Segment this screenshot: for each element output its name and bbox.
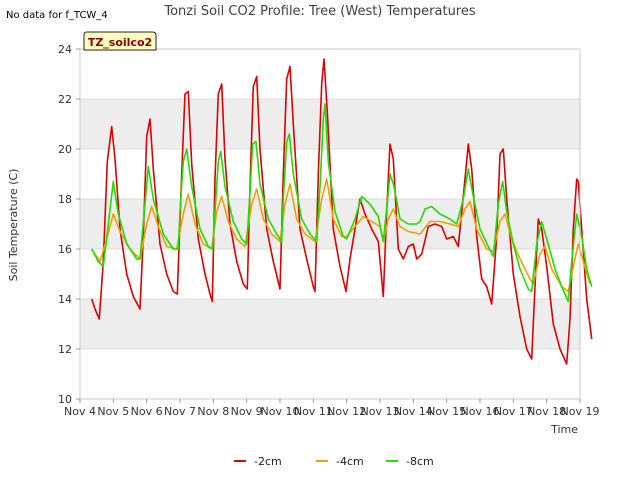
y-tick-label: 22 — [58, 93, 72, 106]
x-tick-label: Nov 13 — [361, 405, 400, 418]
y-axis-label: Soil Temperature (C) — [7, 169, 20, 282]
x-tick-label: Nov 12 — [327, 405, 366, 418]
series-line-8cmcm — [90, 103, 593, 303]
legend-label: -4cm — [336, 455, 364, 468]
plot-band — [80, 99, 580, 149]
y-tick-label: 20 — [58, 143, 72, 156]
source-badge: TZ_soilco2 — [83, 31, 157, 51]
x-tick-label: Nov 7 — [164, 405, 196, 418]
no-data-message: No data for f_TCW_4 — [6, 10, 108, 21]
x-tick-label: Nov 4 — [64, 405, 96, 418]
plot-band — [80, 299, 580, 349]
x-tick-label: Nov 18 — [527, 405, 566, 418]
x-tick-label: Nov 6 — [131, 405, 163, 418]
plot-frame — [79, 48, 581, 400]
y-tick-label: 18 — [58, 193, 72, 206]
badge-label: TZ_soilco2 — [88, 36, 152, 49]
y-tick-label: 14 — [58, 293, 72, 306]
y-tick-label: 12 — [58, 343, 72, 356]
x-tick-label: Nov 10 — [261, 405, 300, 418]
series-layer — [90, 58, 593, 365]
x-tick-label: Nov 11 — [294, 405, 333, 418]
y-tick-label: 10 — [58, 393, 72, 406]
y-axis-ticks: 10 12 14 16 18 20 22 24 — [58, 43, 80, 406]
x-tick-label: Nov 9 — [231, 405, 263, 418]
legend: -2cm -4cm -8cm — [234, 455, 434, 468]
legend-label: -8cm — [406, 455, 434, 468]
plot-bands — [80, 99, 580, 349]
series-line-2cmcm — [90, 58, 593, 365]
y-tick-label: 24 — [58, 43, 72, 56]
x-tick-label: Nov 5 — [97, 405, 129, 418]
x-tick-label: Nov 16 — [461, 405, 500, 418]
y-tick-label: 16 — [58, 243, 72, 256]
x-tick-label: Nov 8 — [197, 405, 229, 418]
x-axis-label: Time — [550, 423, 578, 436]
x-tick-label: Nov 17 — [494, 405, 533, 418]
legend-label: -2cm — [254, 455, 282, 468]
x-tick-label: Nov 15 — [427, 405, 466, 418]
chart-title: Tonzi Soil CO2 Profile: Tree (West) Temp… — [163, 4, 476, 19]
x-tick-label: Nov 19 — [561, 405, 600, 418]
badge-box — [83, 31, 157, 51]
x-tick-label: Nov 14 — [394, 405, 433, 418]
